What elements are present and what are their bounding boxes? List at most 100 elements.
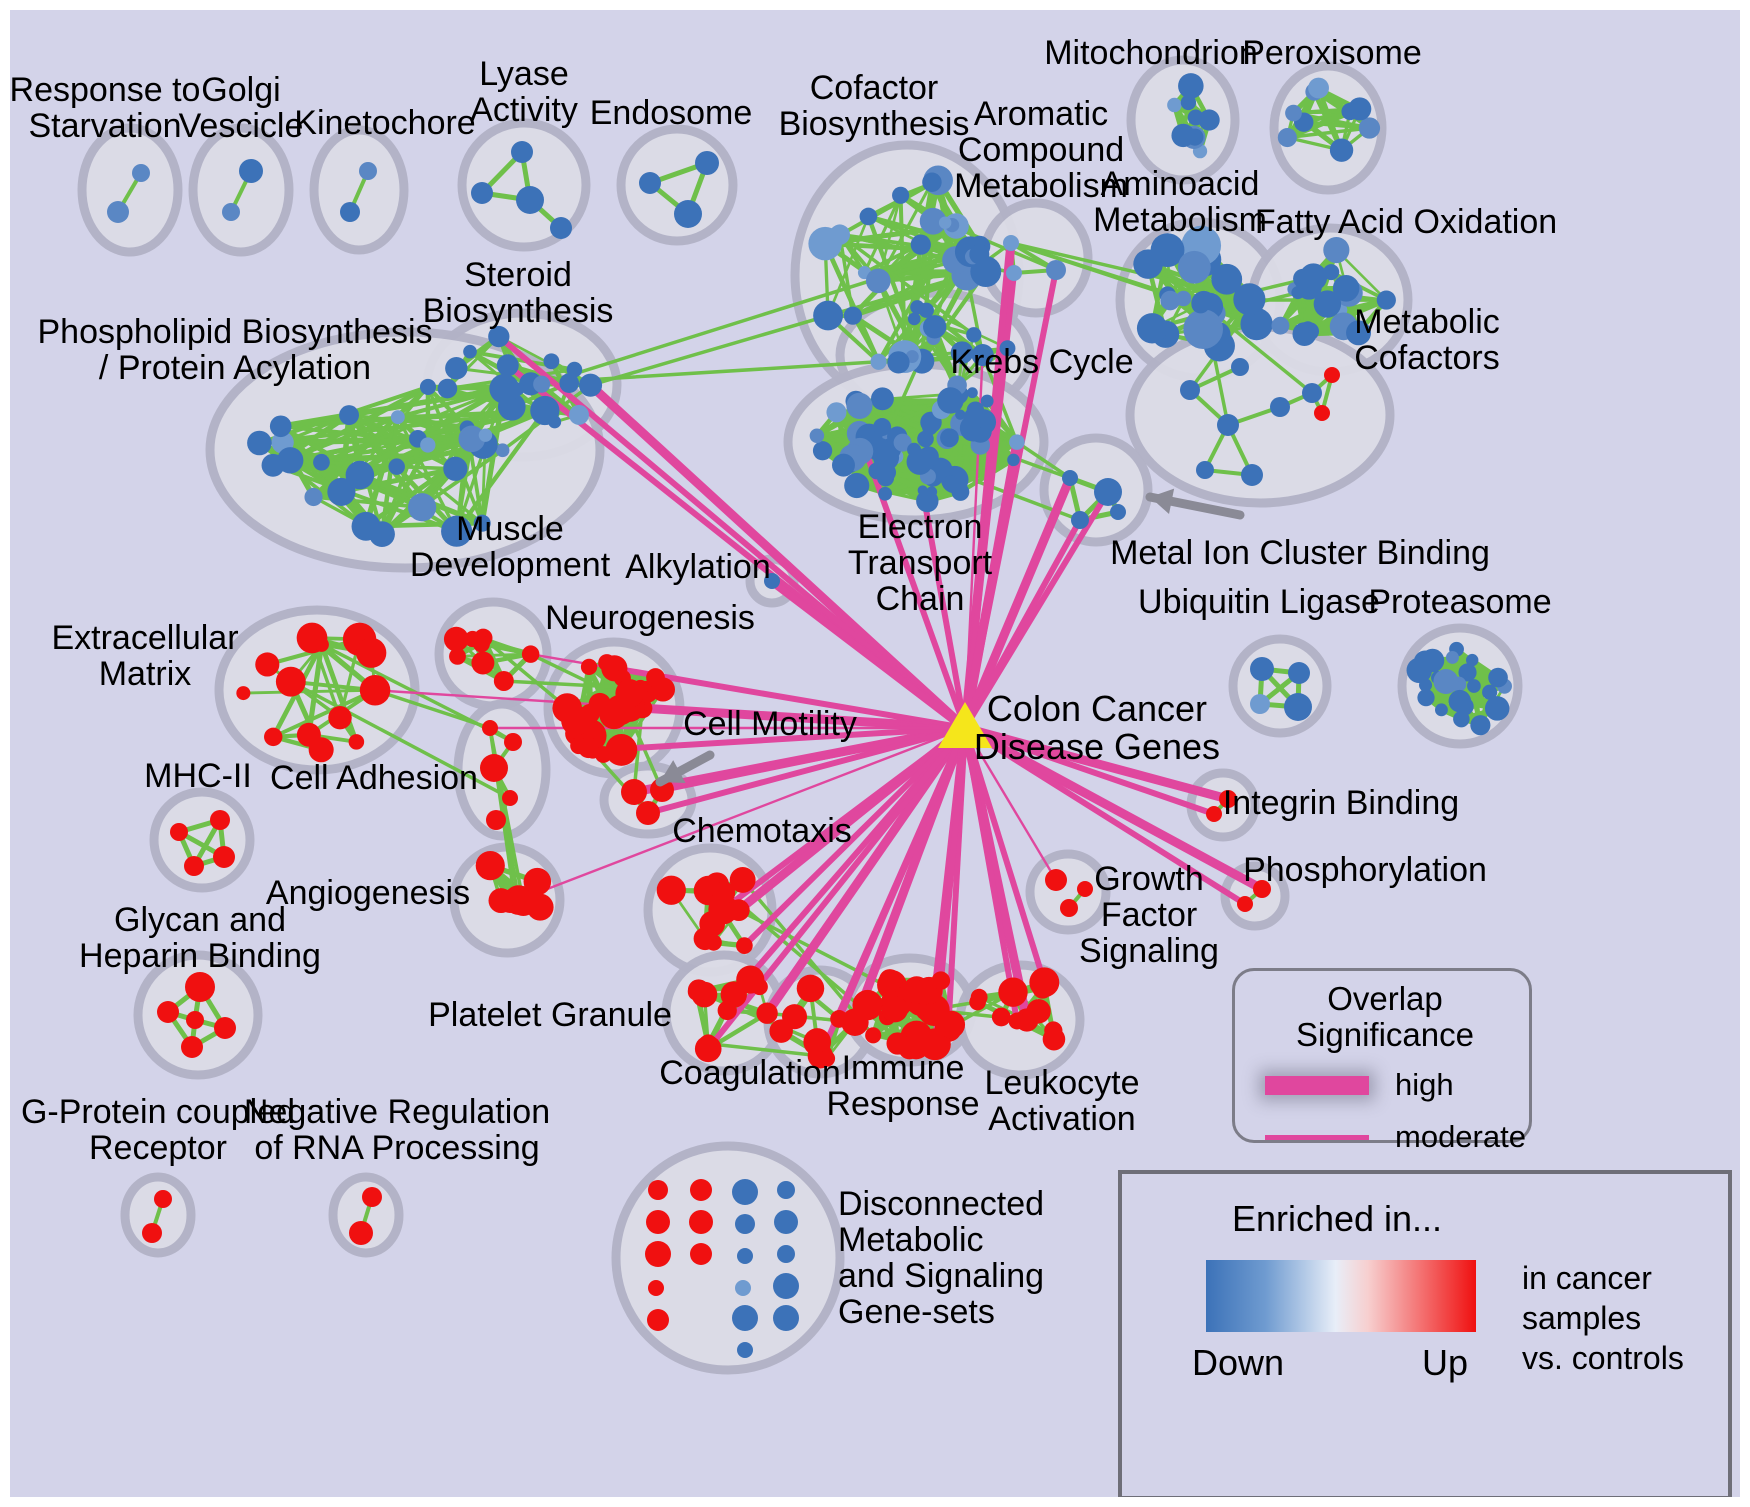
gene-set-node xyxy=(732,1179,758,1205)
gene-set-node xyxy=(493,671,514,691)
gene-set-node xyxy=(859,207,878,226)
gene-set-node xyxy=(865,268,891,294)
gene-set-node xyxy=(773,1305,799,1331)
gene-set-node xyxy=(639,172,661,194)
enrichment-note: in cancer samples vs. controls xyxy=(1522,1260,1684,1376)
gene-set-node xyxy=(296,722,321,747)
gene-set-node xyxy=(313,453,330,471)
gene-set-node xyxy=(695,151,719,175)
gene-set-node xyxy=(1250,657,1274,681)
gene-set-node xyxy=(1150,233,1185,267)
significance-edge xyxy=(962,518,1083,730)
gene-set-node xyxy=(388,458,405,475)
gene-set-node xyxy=(1445,650,1459,664)
significance-edge xyxy=(705,726,968,1051)
gene-set-node xyxy=(1293,268,1313,289)
overlap-edge xyxy=(287,384,431,463)
gene-set-node xyxy=(809,428,825,443)
gene-set-node xyxy=(1332,275,1360,302)
gene-set-node xyxy=(868,462,886,480)
gene-set-node xyxy=(1417,689,1435,707)
gene-set-node xyxy=(559,373,580,393)
gene-set-node xyxy=(832,453,855,477)
gene-set-node xyxy=(1198,109,1220,131)
gene-set-node xyxy=(142,1223,162,1243)
gene-set-node xyxy=(598,654,616,672)
gene-set-node xyxy=(247,430,272,456)
significance-edge xyxy=(964,725,1229,802)
gene-set-node xyxy=(1329,138,1354,162)
gene-set-node xyxy=(1046,260,1066,280)
gene-set-node xyxy=(773,1273,799,1299)
gene-set-node xyxy=(698,1034,718,1053)
gene-set-node xyxy=(843,306,862,325)
cluster-halo-endosome xyxy=(616,124,738,246)
gene-set-node xyxy=(1191,295,1210,314)
moderate-significance-label: moderate xyxy=(1395,1119,1526,1154)
gene-set-node xyxy=(327,477,356,506)
gene-set-node xyxy=(420,437,436,453)
gene-set-node xyxy=(777,1245,795,1263)
gene-set-node xyxy=(328,705,352,730)
gene-set-node xyxy=(802,987,818,1002)
gene-set-node xyxy=(955,409,966,420)
gene-set-node xyxy=(1045,869,1067,891)
gene-set-node xyxy=(812,441,833,461)
gene-set-node xyxy=(502,790,518,806)
gene-set-node xyxy=(533,375,551,393)
gene-set-node xyxy=(181,1036,203,1058)
overlap-edge xyxy=(395,386,507,420)
gene-set-node xyxy=(275,666,306,697)
gene-set-node xyxy=(1466,653,1479,667)
gene-set-node xyxy=(769,1019,793,1043)
gene-set-node xyxy=(735,1214,755,1234)
gene-set-node xyxy=(813,300,843,331)
gene-set-node xyxy=(1003,235,1019,251)
gene-set-node xyxy=(937,387,964,414)
overlap-edge xyxy=(379,414,401,537)
overlap-edge xyxy=(279,415,400,428)
gene-set-node xyxy=(910,234,931,255)
gene-set-node xyxy=(478,428,493,442)
gene-set-node xyxy=(656,875,686,905)
gene-set-node xyxy=(566,361,583,378)
gene-set-node xyxy=(865,1027,882,1044)
gene-set-node xyxy=(1077,881,1093,897)
gene-set-node xyxy=(213,846,235,868)
gene-set-node xyxy=(1484,696,1510,721)
inter-cluster-edge xyxy=(539,244,982,386)
gene-set-node xyxy=(1240,307,1273,341)
significance-edge-electron-transport-chain xyxy=(960,441,1022,729)
gene-set-node xyxy=(892,186,910,204)
gene-set-node xyxy=(1231,358,1249,376)
gene-set-node xyxy=(1071,511,1089,529)
significance-edge xyxy=(962,727,1048,984)
overlap-significance-title: Overlap Significance xyxy=(1296,980,1474,1054)
overlap-edge xyxy=(1285,126,1372,140)
gene-set-node xyxy=(1237,896,1253,912)
gene-set-node xyxy=(1341,102,1359,121)
gene-set-node xyxy=(737,1248,753,1264)
cluster-halo-growth-factor-signaling xyxy=(1025,849,1111,935)
gene-set-node xyxy=(348,734,365,750)
gene-set-node xyxy=(550,217,572,239)
overlap-edge xyxy=(822,241,881,365)
gene-set-node xyxy=(966,387,978,399)
gene-set-node xyxy=(735,1280,751,1296)
gene-set-node xyxy=(1288,662,1310,684)
gene-set-node xyxy=(966,327,982,343)
cluster-halo-peroxisome xyxy=(1269,61,1387,195)
gene-set-node xyxy=(756,1002,778,1024)
gene-set-node xyxy=(1313,290,1342,318)
hub-triangle-colon-cancer-disease-genes[interactable] xyxy=(938,702,992,748)
significance-edge-angiogenesis xyxy=(518,726,966,902)
gene-set-node xyxy=(938,216,952,229)
gene-set-node xyxy=(1187,109,1204,126)
gene-set-node xyxy=(516,186,544,214)
gene-set-node xyxy=(919,207,947,235)
gene-set-node xyxy=(419,378,437,396)
gene-set-node xyxy=(636,801,660,825)
gene-set-node xyxy=(887,351,910,374)
gene-set-node xyxy=(991,1007,1011,1027)
significance-edge xyxy=(661,725,966,793)
